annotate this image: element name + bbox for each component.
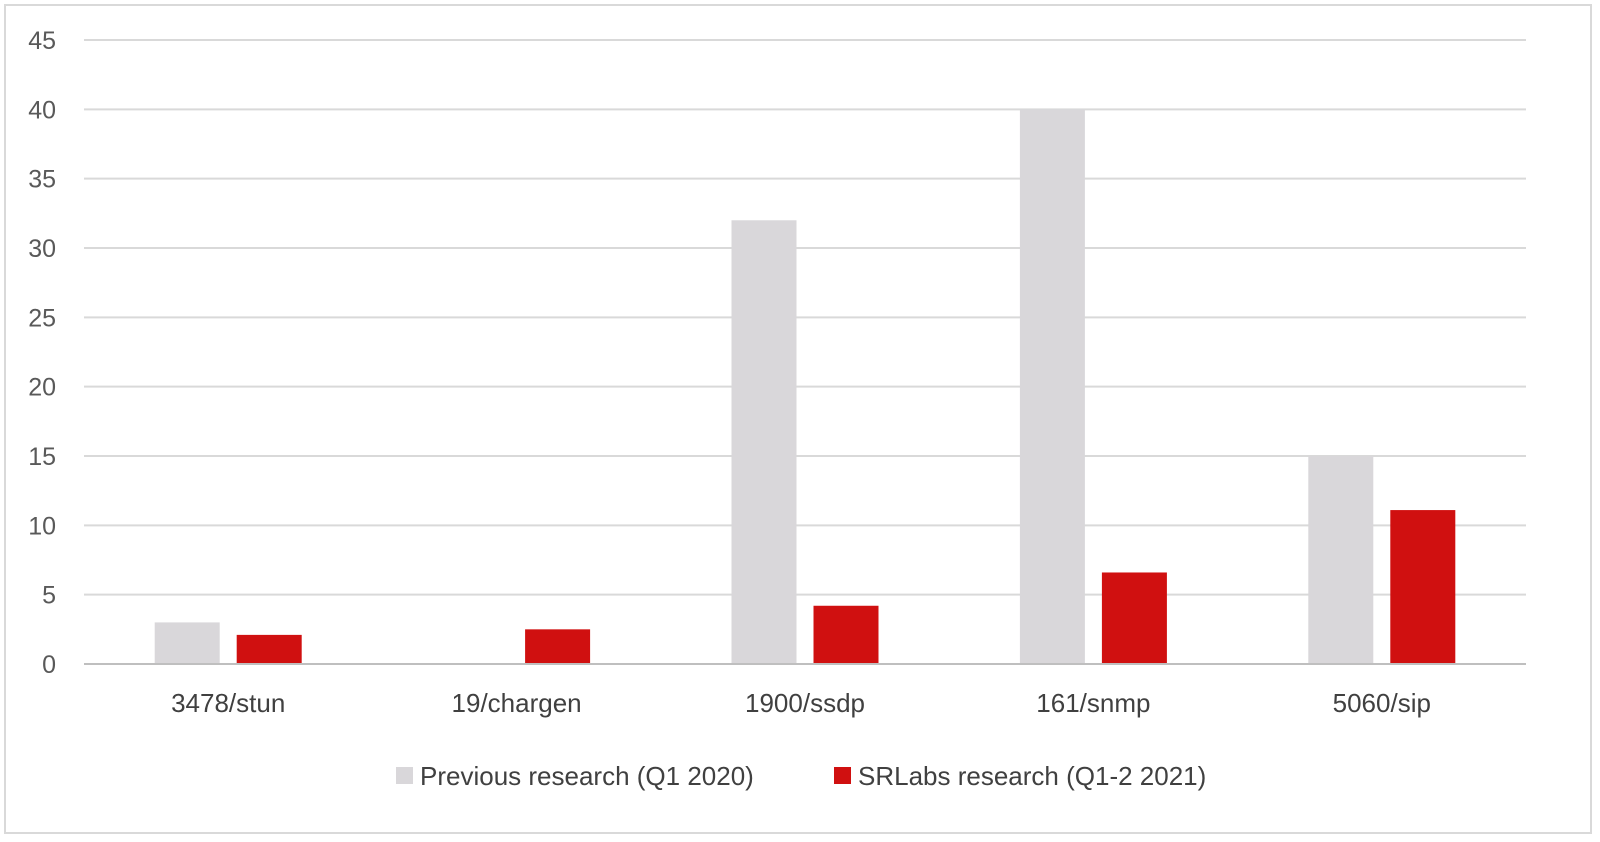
- legend-swatch: [834, 767, 851, 784]
- y-tick-label: 20: [28, 374, 56, 402]
- x-category-label: 3478/stun: [171, 688, 285, 718]
- x-category-label: 161/snmp: [1036, 688, 1150, 718]
- x-category-label: 19/chargen: [452, 688, 582, 718]
- y-tick-label: 45: [28, 27, 56, 55]
- y-tick-label: 30: [28, 235, 56, 263]
- legend-swatch: [396, 767, 413, 784]
- bar: [1390, 510, 1456, 664]
- y-tick-label: 5: [42, 582, 56, 610]
- y-tick-label: 10: [28, 512, 56, 540]
- y-tick-label: 40: [28, 96, 56, 124]
- y-axis-tick-labels: 0 5 10 15 20 25 30 35 40 45: [28, 27, 56, 679]
- y-tick-label: 35: [28, 166, 56, 194]
- bar: [813, 605, 879, 664]
- bar: [731, 220, 797, 664]
- bar: [1101, 572, 1167, 664]
- bar: [1308, 456, 1374, 664]
- bar: [236, 634, 302, 664]
- x-category-label: 1900/ssdp: [745, 688, 865, 718]
- bars: [154, 109, 1456, 665]
- bar: [154, 622, 220, 664]
- chart-frame: [4, 4, 1592, 834]
- bar: [525, 629, 591, 664]
- legend-label: SRLabs research (Q1-2 2021): [858, 761, 1206, 791]
- y-tick-label: 25: [28, 304, 56, 332]
- x-axis-category-labels: 3478/stun 19/chargen 1900/ssdp 161/snmp 5060…: [171, 688, 1431, 718]
- bar: [1019, 109, 1085, 665]
- gridlines: [84, 39, 1526, 596]
- y-tick-label: 15: [28, 443, 56, 471]
- legend: Previous research (Q1 2020) SRLabs resear…: [396, 761, 1206, 791]
- y-tick-label: 0: [42, 651, 56, 679]
- legend-label: Previous research (Q1 2020): [420, 761, 754, 791]
- x-category-label: 5060/sip: [1333, 688, 1431, 718]
